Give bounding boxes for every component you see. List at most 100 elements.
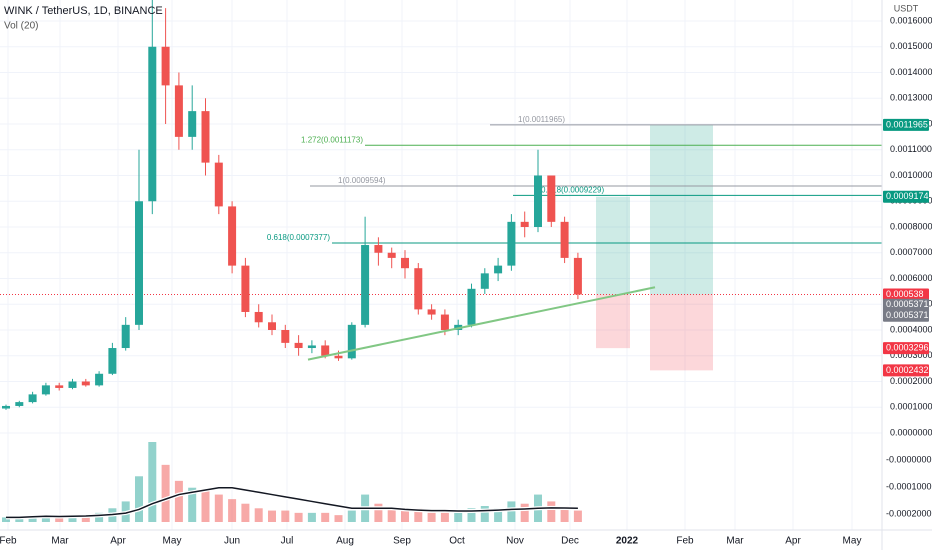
candle-body: [28, 394, 37, 403]
loss-zone: [650, 294, 713, 371]
candle-body: [347, 324, 356, 359]
candle-body: [254, 311, 263, 323]
chart-title: WINK / TetherUS, 1D, BINANCE: [4, 5, 163, 17]
candle-body: [480, 273, 489, 289]
axis: 0.00000000.00010000.00020000.00030000.00…: [0, 15, 932, 546]
fib-label: 0.618(0.0007377): [267, 233, 331, 242]
x-tick-label: Apr: [785, 536, 801, 547]
price-label-box: [883, 364, 929, 377]
y-tick-label: 0.0004000: [890, 324, 932, 334]
trendline: [307, 286, 656, 361]
candle-body: [241, 265, 250, 312]
fib-label: 0.618(0.0009229): [541, 185, 605, 194]
candle-body: [108, 348, 117, 374]
x-tick-label: Dec: [561, 536, 579, 547]
candle-body: [228, 206, 237, 266]
volume-bar: [68, 515, 77, 522]
candle-body: [534, 175, 542, 227]
volume-bar: [507, 501, 516, 522]
volume-bar: [81, 515, 90, 522]
y-tick-label: 0.0007000: [890, 247, 932, 257]
volume-bar: [321, 512, 330, 522]
x-tick-label: Jun: [224, 536, 240, 547]
x-tick-label: Nov: [506, 536, 524, 547]
volume-bar: [15, 517, 24, 522]
volume-bar: [41, 515, 50, 522]
volume-bar: [573, 510, 582, 522]
x-tick-label: May: [163, 536, 182, 547]
x-tick-label: Aug: [336, 536, 354, 547]
volume-bar: [467, 508, 476, 522]
volume-bar: [174, 480, 183, 522]
volume-bar: [201, 490, 210, 522]
volume-bar: [228, 499, 237, 522]
volume-axis-label: -0.0001000: [886, 481, 932, 491]
price-label-box: [883, 342, 929, 355]
y-tick-label: 0.0001000: [890, 402, 932, 412]
x-tick-label: Mar: [726, 536, 744, 547]
candle-body: [135, 201, 143, 325]
volume-bar: [454, 512, 463, 522]
volume-bar: [294, 512, 303, 522]
volume-bar: [480, 506, 489, 522]
candle-body: [15, 402, 24, 406]
candle-body: [281, 330, 290, 343]
volume-bar: [401, 510, 409, 522]
loss-zone: [596, 294, 630, 349]
y-tick-label: 0.0013000: [890, 93, 932, 103]
x-tick-label: May: [843, 536, 862, 547]
currency: USDT: [894, 3, 919, 13]
x-tick-label: Mar: [51, 536, 69, 547]
x-tick-label: Feb: [0, 536, 17, 547]
candle-body: [41, 385, 50, 395]
y-tick-label: 0.0000000: [890, 427, 932, 437]
plot: 1(0.0011965) 1.272(0.0011173) 1(0.0009594)…: [0, 0, 882, 522]
y-tick-label: 0.0014000: [890, 67, 932, 77]
fib-label: 1(0.0011965): [518, 115, 565, 124]
candle-body: [81, 381, 90, 386]
candle-body: [440, 314, 449, 330]
volume-bar: [55, 517, 64, 522]
volume-bar: [427, 512, 436, 522]
x-tick-label: 2022: [616, 536, 639, 547]
candle-body: [427, 309, 436, 315]
candle-body: [374, 245, 383, 253]
volume-bar: [520, 503, 529, 522]
volume-bar: [387, 508, 396, 522]
y-tick-label: 0.0003000: [890, 350, 932, 360]
price-label-box: [883, 298, 929, 311]
candle-body: [414, 268, 423, 310]
profit-zone: [650, 124, 713, 295]
fib-label: 1(0.0009594): [338, 176, 386, 185]
price-label: 0.0002432: [886, 365, 929, 375]
price-label: 0.000538: [886, 289, 924, 299]
price-label: 0.0005371: [886, 299, 929, 309]
candle-body: [560, 221, 569, 258]
candle-body: [467, 288, 476, 325]
candle-body: [214, 162, 223, 207]
candle-body: [2, 405, 10, 409]
x-tick-label: Jul: [281, 536, 294, 547]
y-tick-label: 0.0008000: [890, 221, 932, 231]
y-tick-label: 0.0011000: [890, 144, 932, 154]
volume-bar: [347, 510, 356, 522]
candle-body: [494, 265, 503, 274]
y-tick-label: 0.0006000: [890, 273, 932, 283]
volume-bar: [494, 508, 503, 522]
candle-body: [201, 111, 210, 163]
candle-body: [321, 345, 330, 356]
volume-bar: [414, 508, 423, 522]
candle-body: [174, 85, 183, 137]
candle-body: [361, 245, 370, 325]
indicator-label: Vol (20): [4, 21, 38, 32]
price-label: 0.0005371: [886, 310, 929, 320]
candle-body: [95, 373, 104, 386]
candle-body: [401, 257, 409, 269]
fib-label: 1.272(0.0011173): [301, 135, 363, 144]
x-tick-label: Feb: [676, 536, 694, 547]
price-label-box: [883, 190, 929, 203]
price-label-box: [883, 309, 929, 322]
candle-body: [161, 46, 170, 86]
y-tick-label: 0.0010000: [890, 170, 932, 180]
x-tick-label: Apr: [110, 536, 126, 547]
